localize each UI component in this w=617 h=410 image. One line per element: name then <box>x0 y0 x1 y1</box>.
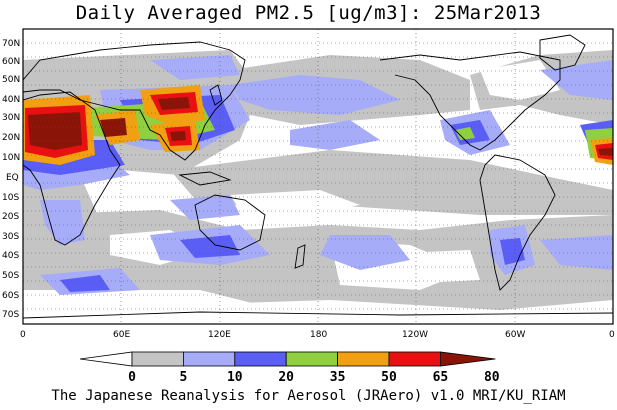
longitude-labels: 0 60E 120E 180 120W 60W 0 <box>20 330 615 340</box>
lat-label: EQ <box>6 173 19 183</box>
africa-coast <box>23 91 121 246</box>
indonesia-coast <box>178 171 232 186</box>
colorbar-tick-label: 65 <box>433 370 449 385</box>
colorbar-left-arrow <box>79 351 133 367</box>
credit-text: The Japanese Reanalysis for Aerosol (JRA… <box>51 388 566 404</box>
pacific-white <box>230 190 360 215</box>
colorbar-segment <box>337 351 390 367</box>
lat-label: 60N <box>2 57 20 67</box>
arabia-dark <box>100 118 127 137</box>
level-80-plus-areas <box>28 97 613 156</box>
lon-label: 180 <box>310 330 327 340</box>
europe-asia-coast <box>23 41 246 161</box>
lat-label: 10S <box>2 193 19 203</box>
lat-label: 40S <box>2 251 19 261</box>
south-pacific-blue <box>320 235 410 270</box>
lon-label: 0 <box>609 330 615 340</box>
south-america-coast <box>479 154 556 291</box>
coastlines <box>23 34 613 319</box>
lon-label: 120W <box>402 330 428 340</box>
colorbar-tick-label: 35 <box>330 370 346 385</box>
colorbar-segment <box>131 351 184 367</box>
lat-label: 50N <box>2 75 20 85</box>
australia-coast <box>194 194 266 251</box>
southern-ocean-white <box>23 290 260 310</box>
sahara-dark <box>28 112 82 150</box>
lat-label: 60S <box>2 291 19 301</box>
colorbar-tick-label: 0 <box>128 370 136 385</box>
china-dark <box>158 97 190 110</box>
map-frame <box>22 28 614 325</box>
lat-label: 30N <box>2 113 20 123</box>
siberia-blue <box>150 55 240 80</box>
colorbar-tick-label: 5 <box>179 370 187 385</box>
lat-label: 20N <box>2 133 20 143</box>
lon-label: 60W <box>505 330 525 340</box>
lat-label: 10N <box>2 153 20 163</box>
colorbar-segment <box>182 351 236 367</box>
colorbar-right-arrow <box>439 351 496 367</box>
colorbar-segment <box>388 351 441 367</box>
greenland-coast <box>539 34 586 71</box>
lon-label: 60E <box>113 330 130 340</box>
lat-label: 70N <box>2 39 20 49</box>
concentration-field <box>23 29 613 324</box>
colorbar-segment <box>234 351 287 367</box>
north-america-coast <box>379 51 561 151</box>
lat-label: 40N <box>2 95 20 105</box>
south-atlantic-blue <box>540 235 613 270</box>
lon-label: 0 <box>20 330 26 340</box>
colorbar-tick-label: 20 <box>278 370 294 385</box>
pacific-blue-2 <box>290 120 380 150</box>
colorbar-tick-label: 10 <box>227 370 243 385</box>
colorbar-segment <box>285 351 339 367</box>
colorbar-tick-label: 50 <box>381 370 397 385</box>
antarctica-coast <box>23 311 613 319</box>
atlantic-dark <box>598 148 613 156</box>
north-pacific-blue <box>230 75 400 115</box>
map-title: Daily Averaged PM2.5 [ug/m3]: 25Mar2013 <box>75 2 542 24</box>
atlantic-blue <box>540 60 613 100</box>
india-dark <box>170 131 186 141</box>
level-5-10-areas <box>23 50 613 310</box>
lat-label: 20S <box>2 212 19 222</box>
south-indian-mid-blue <box>180 235 240 258</box>
colorbar: 0 5 10 20 35 50 65 80 <box>79 351 500 385</box>
southern-ocean-mid-blue <box>60 275 110 292</box>
australia-blue <box>170 195 240 220</box>
central-america-green <box>455 127 475 140</box>
colorbar-tick-label: 80 <box>484 370 500 385</box>
new-zealand-coast <box>294 244 306 269</box>
lat-label: 50S <box>2 271 19 281</box>
japan-coast <box>209 84 223 106</box>
latitude-labels: 70N 60N 50N 40N 30N 20N 10N EQ 10S 20S 3… <box>2 39 20 320</box>
lon-label: 120E <box>208 330 231 340</box>
lat-label: 30S <box>2 232 19 242</box>
lat-label: 70S <box>2 310 19 320</box>
